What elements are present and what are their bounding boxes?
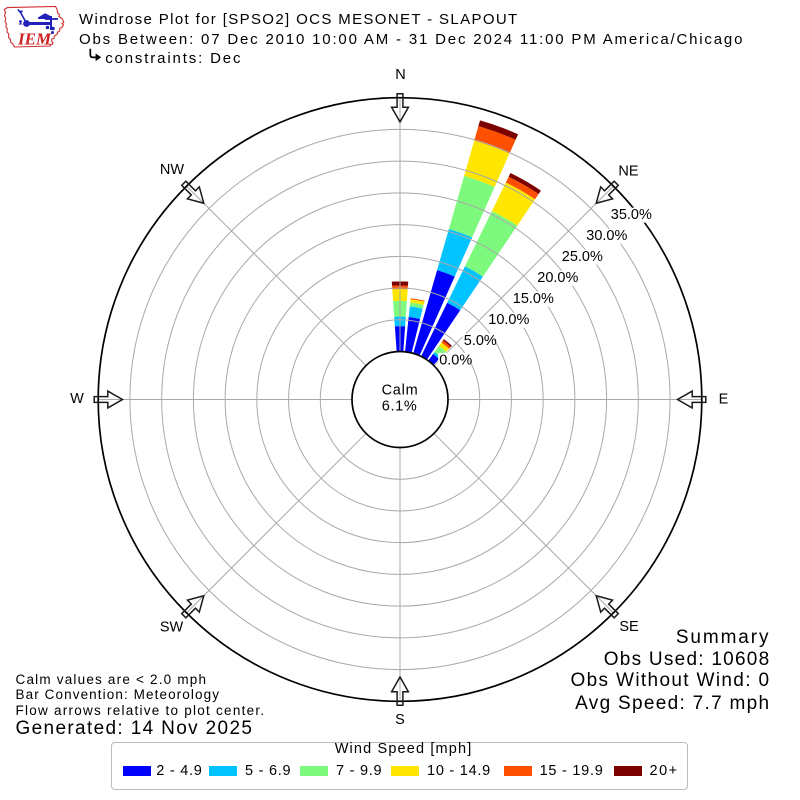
svg-text:5.0%: 5.0% (464, 333, 497, 349)
svg-text:6.1%: 6.1% (382, 399, 418, 415)
svg-text:N: N (395, 67, 405, 83)
svg-text:20.0%: 20.0% (537, 270, 578, 286)
svg-text:SW: SW (160, 620, 184, 636)
svg-text:0.0%: 0.0% (439, 352, 472, 368)
svg-text:NE: NE (618, 164, 638, 180)
svg-text:E: E (719, 391, 729, 407)
svg-text:35.0%: 35.0% (611, 207, 652, 223)
svg-text:15.0%: 15.0% (513, 291, 554, 307)
svg-text:NW: NW (160, 162, 184, 178)
svg-text:30.0%: 30.0% (586, 228, 627, 244)
svg-text:Calm: Calm (382, 382, 419, 398)
svg-text:10.0%: 10.0% (488, 312, 529, 328)
svg-text:SE: SE (619, 619, 639, 635)
svg-text:25.0%: 25.0% (562, 249, 603, 265)
svg-text:S: S (395, 712, 405, 728)
svg-text:W: W (70, 391, 84, 407)
svg-text:IEM: IEM (17, 30, 52, 49)
